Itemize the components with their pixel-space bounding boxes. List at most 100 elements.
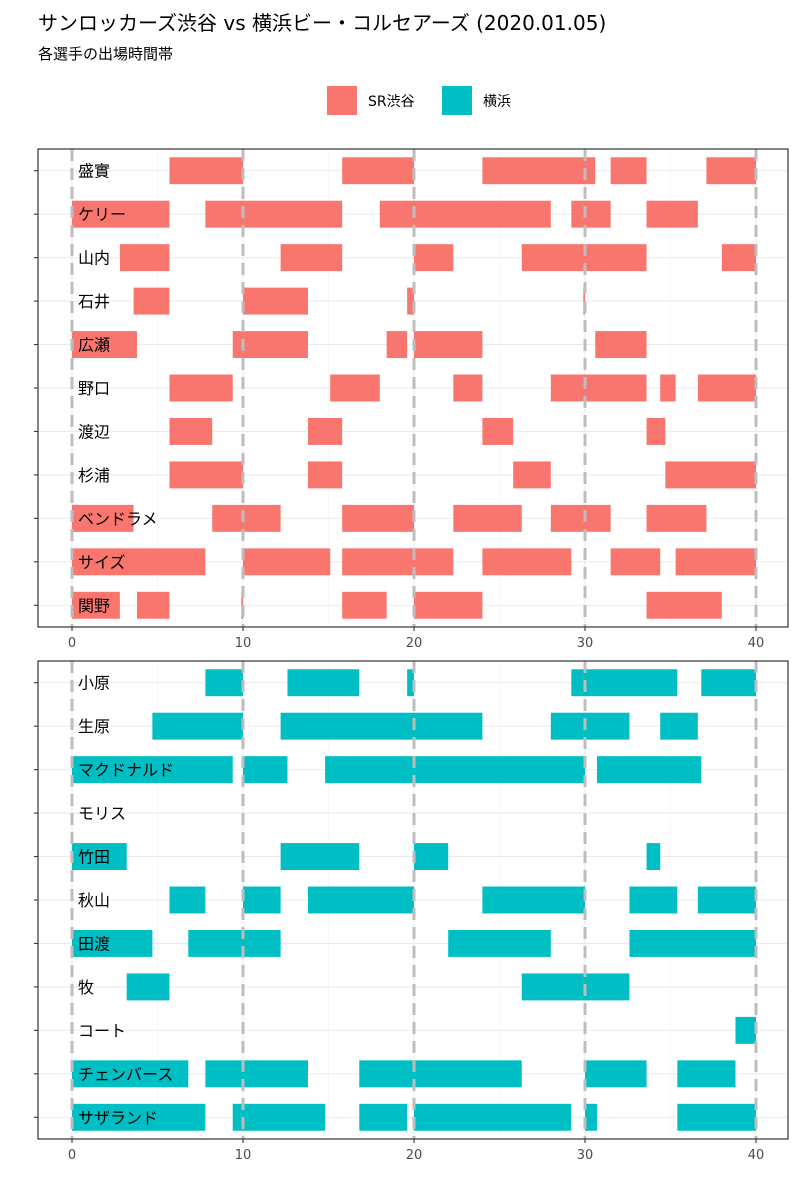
player-label: 田渡 [78,934,110,953]
bar-1-2-3 [596,756,702,784]
bar-0-8-4 [550,504,611,532]
bar-0-5-5 [660,374,676,402]
bar-1-5-5 [697,886,756,914]
bar-0-7-3 [665,461,756,489]
bar-1-4-1 [280,843,360,871]
bar-0-10-1 [136,591,170,619]
bar-0-1-0 [72,200,170,228]
bar-0-4-0 [72,331,137,359]
bar-0-0-4 [706,157,756,185]
bar-1-1-3 [585,712,630,740]
bar-0-9-3 [482,548,572,576]
player-label: コート [78,1021,126,1040]
bar-1-6-2 [448,929,551,957]
bar-1-9-3 [585,1060,647,1088]
bar-1-1-0 [152,712,243,740]
bar-0-3-1 [243,287,308,315]
player-label: 竹田 [78,848,110,867]
player-label: 野口 [78,379,110,398]
player-label: 秋山 [78,891,110,910]
bar-0-2-4 [585,244,647,272]
bar-0-10-5 [646,591,722,619]
bar-0-8-0 [72,504,134,532]
player-label: 牧 [78,978,94,997]
bar-1-4-2 [414,843,449,871]
bar-1-10-1 [232,1103,326,1131]
bar-0-6-2 [482,417,514,445]
bar-0-8-5 [646,504,707,532]
bar-0-1-4 [646,200,698,228]
bar-1-6-3 [629,929,756,957]
bar-0-9-2 [342,548,454,576]
bar-0-9-0 [72,548,206,576]
legend-label-0: SR渋谷 [368,94,415,110]
bar-0-2-0 [119,244,170,272]
x-tick-label: 40 [748,1148,765,1163]
bar-0-2-1 [280,244,343,272]
bar-0-10-4 [414,591,483,619]
bar-1-0-4 [585,669,678,697]
player-label: ケリー [78,205,126,224]
chart-subtitle: 各選手の出場時間帯 [38,45,173,63]
player-label: 関野 [78,596,110,615]
player-label: 渡辺 [78,422,110,441]
bar-0-1-2 [379,200,551,228]
bar-0-10-3 [342,591,387,619]
bar-0-7-0 [169,461,243,489]
bar-1-7-0 [126,973,170,1001]
bar-1-1-4 [660,712,698,740]
player-label: 生原 [78,717,110,736]
bar-0-0-3 [610,157,647,185]
bar-0-5-0 [169,374,233,402]
bar-0-2-3 [521,244,585,272]
bar-0-2-2 [414,244,454,272]
bar-0-6-0 [169,417,213,445]
bar-0-10-0 [72,591,120,619]
bar-1-4-0 [72,843,127,871]
legend-label-1: 横浜 [483,94,511,110]
bar-1-10-4 [585,1103,597,1131]
bar-1-0-5 [701,669,756,697]
bar-0-4-2 [386,331,408,359]
bar-0-6-1 [307,417,343,445]
x-tick-label: 20 [406,1148,423,1163]
bar-1-5-0 [169,886,206,914]
bar-1-10-0 [72,1103,206,1131]
bar-1-9-2 [359,1060,522,1088]
bar-1-0-0 [205,669,243,697]
bar-1-1-1 [280,712,483,740]
bar-1-4-3 [646,843,661,871]
x-tick-label: 40 [748,636,765,651]
player-label: 石井 [78,292,110,311]
bar-0-2-5 [721,244,756,272]
bar-1-9-1 [205,1060,308,1088]
bar-1-6-1 [188,929,281,957]
player-label: 盛實 [78,162,110,181]
x-tick-label: 30 [577,636,594,651]
bar-1-8-0 [735,1016,756,1044]
player-label: 広瀬 [78,336,110,355]
bar-0-4-1 [232,331,308,359]
bar-0-4-4 [595,331,647,359]
legend-swatch-0 [327,86,357,115]
x-tick-label: 0 [68,636,76,651]
bar-1-7-1 [521,973,630,1001]
bar-0-4-3 [414,331,483,359]
x-tick-label: 10 [235,636,252,651]
bar-0-8-1 [212,504,281,532]
x-tick-label: 30 [577,1148,594,1163]
bar-1-2-1 [243,756,288,784]
bar-0-0-2 [482,157,596,185]
bar-0-3-2 [407,287,414,315]
bar-1-1-2 [550,712,585,740]
player-label: 山内 [78,249,110,268]
bar-0-8-3 [453,504,522,532]
player-label: 小原 [78,674,110,693]
player-label: マクドナルド [78,761,174,780]
bar-0-6-3 [646,417,666,445]
player-label: ベンドラメ [78,509,158,528]
